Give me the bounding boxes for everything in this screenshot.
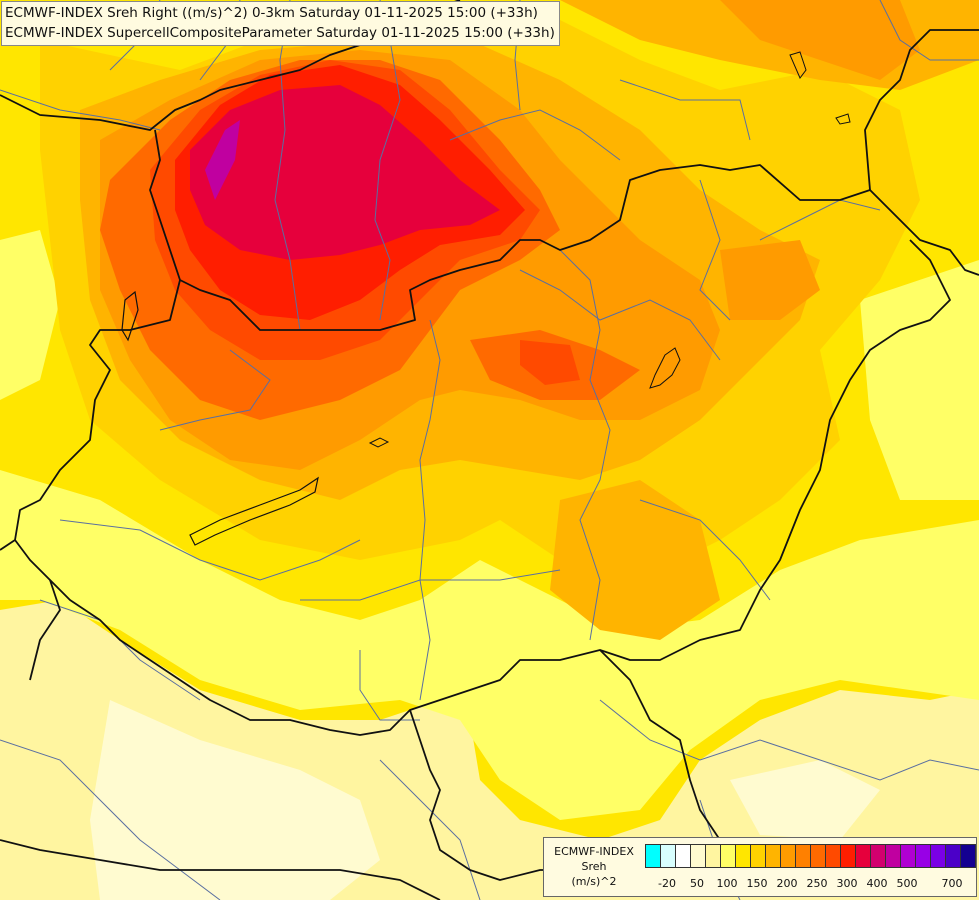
legend-swatch [886, 845, 901, 867]
legend-tick-label: 200 [776, 877, 798, 890]
legend-swatch [736, 845, 751, 867]
field-pale-inner [90, 700, 380, 900]
legend-swatch [871, 845, 886, 867]
legend-title-line-1: ECMWF-INDEX [554, 845, 634, 858]
legend-tick-label: 300 [836, 877, 858, 890]
field-orange-ne [720, 0, 920, 80]
legend-swatch [796, 845, 811, 867]
legend-swatch [901, 845, 916, 867]
legend-swatch [946, 845, 961, 867]
legend-swatches [645, 844, 976, 868]
lake-ne2 [835, 113, 851, 125]
legend-tick-label: 700 [941, 877, 963, 890]
legend-tick-label: 250 [806, 877, 828, 890]
field-magenta [205, 120, 240, 200]
map-title-box: ECMWF-INDEX Sreh Right ((m/s)^2) 0-3km S… [1, 1, 560, 46]
field-crimson [190, 85, 500, 260]
field-yellow-west [0, 230, 60, 400]
legend-swatch [691, 845, 706, 867]
field-orange-e [720, 240, 820, 320]
legend-tick-label: 150 [746, 877, 768, 890]
legend-swatch [751, 845, 766, 867]
title-line-2: ECMWF-INDEX SupercellCompositeParameter … [5, 25, 555, 41]
legend-title-line-3: (m/s)^2 [571, 875, 617, 888]
legend-swatch [826, 845, 841, 867]
legend-swatch [646, 845, 661, 867]
field-pale-inner2 [730, 760, 880, 840]
lake-balaton [189, 476, 319, 546]
legend-swatch [961, 845, 976, 867]
legend-tick-label: 50 [690, 877, 704, 890]
legend-swatch [721, 845, 736, 867]
field-pale-left [0, 800, 70, 900]
legend-tick-label: 100 [716, 877, 738, 890]
title-line-1: ECMWF-INDEX Sreh Right ((m/s)^2) 0-3km S… [5, 5, 538, 21]
field-light-orange-s [550, 480, 720, 640]
lake-ne1 [789, 51, 807, 79]
legend-swatch [661, 845, 676, 867]
legend-tick-label: 400 [866, 877, 888, 890]
lake-small [368, 437, 390, 448]
legend-swatch [931, 845, 946, 867]
legend-swatch [811, 845, 826, 867]
legend-swatch [676, 845, 691, 867]
legend-tick-label: 500 [896, 877, 918, 890]
legend-swatch [766, 845, 781, 867]
lake-east [649, 347, 681, 389]
field-yellow [0, 470, 979, 820]
field-red-orange-c [520, 340, 580, 385]
color-legend: ECMWF-INDEX Sreh (m/s)^2 -20 50 100 150 200 2… [543, 837, 977, 897]
legend-title: ECMWF-INDEX Sreh (m/s)^2 [544, 844, 644, 889]
legend-swatch [916, 845, 931, 867]
legend-swatch [781, 845, 796, 867]
legend-swatch [706, 845, 721, 867]
legend-title-line-2: Sreh [581, 860, 607, 873]
legend-swatch [856, 845, 871, 867]
field-yellow-east [860, 260, 979, 500]
legend-swatch [841, 845, 856, 867]
legend-tick-label: -20 [658, 877, 676, 890]
